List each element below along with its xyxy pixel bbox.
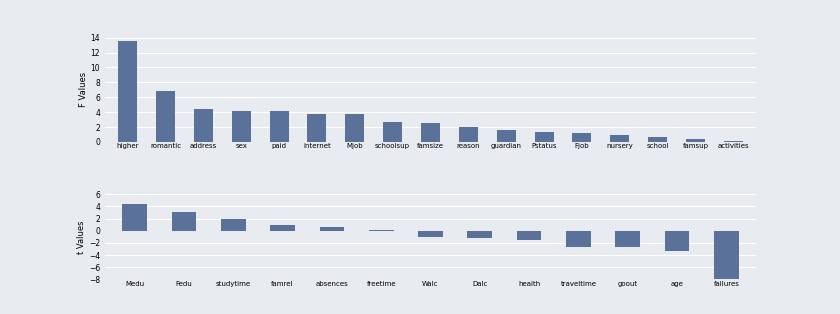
Bar bbox=[369, 230, 393, 231]
Bar bbox=[171, 212, 197, 231]
Bar bbox=[221, 219, 245, 231]
Bar bbox=[686, 138, 705, 142]
Bar bbox=[648, 137, 667, 142]
Bar bbox=[572, 133, 591, 142]
Bar bbox=[517, 231, 542, 240]
Bar bbox=[270, 111, 289, 142]
Bar bbox=[664, 231, 690, 251]
Bar bbox=[156, 91, 175, 142]
Y-axis label: t Values: t Values bbox=[77, 220, 87, 253]
Bar bbox=[724, 141, 743, 142]
Bar bbox=[714, 231, 738, 281]
Bar bbox=[418, 231, 443, 237]
Bar bbox=[534, 132, 554, 142]
Bar bbox=[345, 114, 365, 142]
Bar bbox=[421, 123, 440, 142]
Bar bbox=[468, 231, 492, 238]
Y-axis label: F Values: F Values bbox=[79, 72, 87, 107]
Bar bbox=[232, 111, 250, 142]
Bar bbox=[383, 122, 402, 142]
Bar bbox=[307, 114, 327, 142]
Bar bbox=[611, 135, 629, 142]
Bar bbox=[270, 225, 295, 231]
Bar bbox=[496, 130, 516, 142]
Bar bbox=[616, 231, 640, 247]
Bar bbox=[194, 109, 213, 142]
Bar bbox=[319, 227, 344, 231]
Bar bbox=[118, 41, 137, 142]
Bar bbox=[566, 231, 591, 246]
Bar bbox=[123, 204, 147, 231]
Bar bbox=[459, 127, 478, 142]
